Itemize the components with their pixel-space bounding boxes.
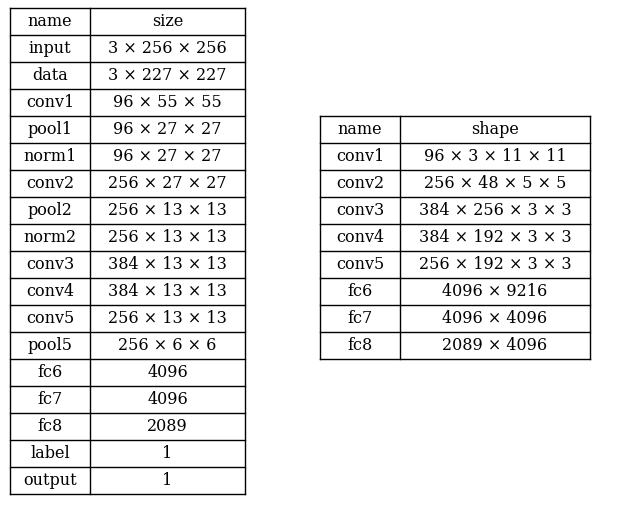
- Text: 384 × 13 × 13: 384 × 13 × 13: [108, 283, 227, 300]
- Text: fc6: fc6: [348, 283, 372, 300]
- Text: 256 × 27 × 27: 256 × 27 × 27: [108, 175, 227, 192]
- Text: 96 × 27 × 27: 96 × 27 × 27: [113, 121, 221, 138]
- Text: shape: shape: [471, 121, 519, 138]
- Text: 4096 × 4096: 4096 × 4096: [442, 310, 548, 327]
- Text: conv1: conv1: [336, 148, 384, 165]
- Text: 2089 × 4096: 2089 × 4096: [442, 337, 548, 354]
- Text: 1: 1: [163, 445, 173, 462]
- Text: conv2: conv2: [336, 175, 384, 192]
- Text: 96 × 3 × 11 × 11: 96 × 3 × 11 × 11: [424, 148, 566, 165]
- Text: name: name: [28, 13, 72, 30]
- Text: norm2: norm2: [24, 229, 77, 246]
- Text: 256 × 6 × 6: 256 × 6 × 6: [118, 337, 217, 354]
- Text: 96 × 55 × 55: 96 × 55 × 55: [113, 94, 222, 111]
- Text: input: input: [29, 40, 71, 57]
- Text: conv5: conv5: [336, 256, 384, 273]
- Text: fc7: fc7: [37, 391, 63, 408]
- Text: norm1: norm1: [24, 148, 77, 165]
- Text: 3 × 256 × 256: 3 × 256 × 256: [108, 40, 227, 57]
- Text: 384 × 192 × 3 × 3: 384 × 192 × 3 × 3: [419, 229, 572, 246]
- Text: fc8: fc8: [37, 418, 63, 435]
- Text: fc7: fc7: [348, 310, 372, 327]
- Text: fc6: fc6: [37, 364, 63, 381]
- Text: 96 × 27 × 27: 96 × 27 × 27: [113, 148, 221, 165]
- Text: 384 × 13 × 13: 384 × 13 × 13: [108, 256, 227, 273]
- Text: conv3: conv3: [26, 256, 74, 273]
- Text: 256 × 13 × 13: 256 × 13 × 13: [108, 229, 227, 246]
- Text: conv2: conv2: [26, 175, 74, 192]
- Text: pool2: pool2: [28, 202, 72, 219]
- Text: 1: 1: [163, 472, 173, 489]
- Text: 256 × 192 × 3 × 3: 256 × 192 × 3 × 3: [419, 256, 572, 273]
- Text: 4096: 4096: [147, 391, 188, 408]
- Text: pool1: pool1: [28, 121, 72, 138]
- Text: 256 × 13 × 13: 256 × 13 × 13: [108, 202, 227, 219]
- Text: 256 × 13 × 13: 256 × 13 × 13: [108, 310, 227, 327]
- Text: 4096 × 9216: 4096 × 9216: [442, 283, 548, 300]
- Text: conv4: conv4: [336, 229, 384, 246]
- Text: conv3: conv3: [336, 202, 384, 219]
- Text: pool5: pool5: [28, 337, 72, 354]
- Text: conv4: conv4: [26, 283, 74, 300]
- Text: data: data: [32, 67, 68, 84]
- Text: name: name: [338, 121, 382, 138]
- Text: output: output: [23, 472, 77, 489]
- Text: conv5: conv5: [26, 310, 74, 327]
- Text: conv1: conv1: [26, 94, 74, 111]
- Text: 3 × 227 × 227: 3 × 227 × 227: [108, 67, 227, 84]
- Text: label: label: [30, 445, 70, 462]
- Text: fc8: fc8: [348, 337, 372, 354]
- Text: 384 × 256 × 3 × 3: 384 × 256 × 3 × 3: [419, 202, 572, 219]
- Text: 4096: 4096: [147, 364, 188, 381]
- Text: 256 × 48 × 5 × 5: 256 × 48 × 5 × 5: [424, 175, 566, 192]
- Text: size: size: [152, 13, 183, 30]
- Text: 2089: 2089: [147, 418, 188, 435]
